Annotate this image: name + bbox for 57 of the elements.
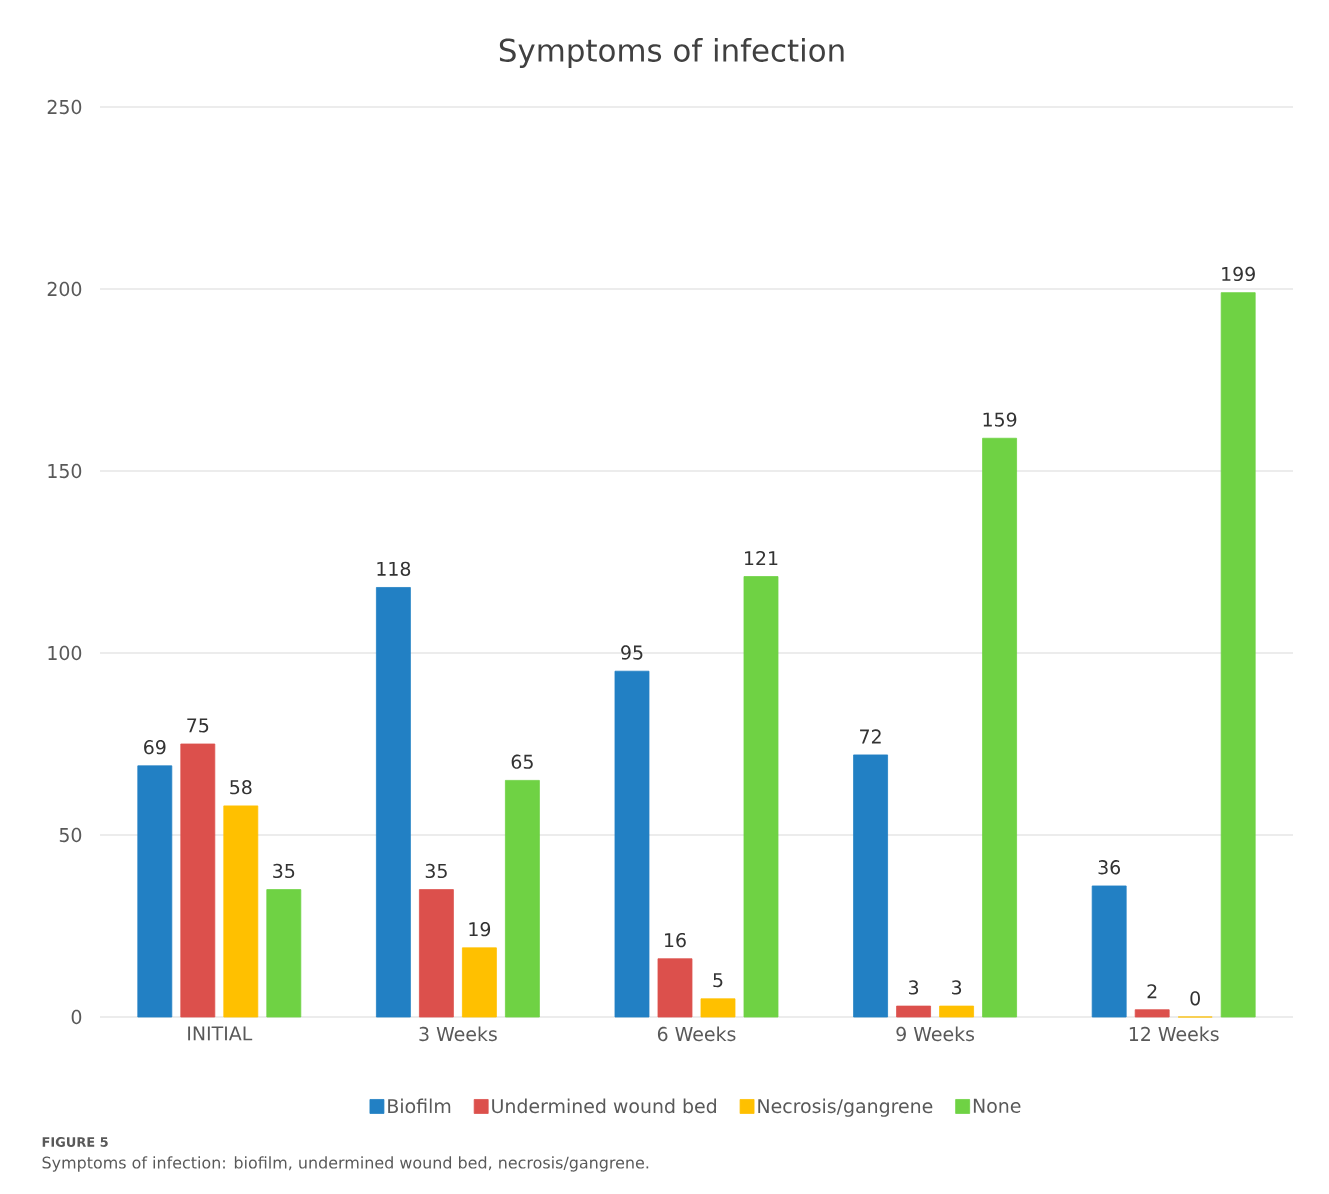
x-tick-label: 9 Weeks xyxy=(896,1026,975,1042)
bar xyxy=(614,670,650,1018)
legend-label: None xyxy=(973,1098,1021,1113)
bar xyxy=(1134,1009,1170,1018)
legend-label: Undermined wound bed xyxy=(492,1098,716,1114)
data-label: 16 xyxy=(665,932,686,948)
bar xyxy=(743,576,779,1018)
data-label: 19 xyxy=(469,922,491,937)
bar xyxy=(700,998,736,1018)
x-tick-label: 12 Weeks xyxy=(1129,1026,1219,1042)
data-label: 58 xyxy=(230,780,252,795)
data-label: 159 xyxy=(983,412,1017,427)
data-label: 72 xyxy=(860,729,881,744)
y-tick-label: 0 xyxy=(71,1009,82,1025)
bar xyxy=(1091,885,1127,1018)
data-label: 36 xyxy=(1098,860,1121,875)
bar xyxy=(939,1005,974,1018)
data-label: 121 xyxy=(745,550,778,566)
data-label: 35 xyxy=(425,863,447,879)
data-label: 0 xyxy=(1190,991,1200,1006)
bar xyxy=(896,1005,931,1018)
bar xyxy=(853,754,888,1018)
data-label: 75 xyxy=(187,718,209,733)
bar xyxy=(223,805,259,1018)
data-label: 95 xyxy=(621,645,643,660)
bar xyxy=(461,947,497,1018)
data-label: 118 xyxy=(377,561,411,576)
bar xyxy=(982,437,1017,1018)
bar xyxy=(1220,292,1256,1018)
data-label: 3 xyxy=(909,980,919,995)
y-tick-label: 250 xyxy=(47,99,82,115)
data-label: 2 xyxy=(1147,984,1157,999)
legend-label: Biofilm xyxy=(388,1098,451,1114)
data-label: 69 xyxy=(144,740,166,755)
x-tick-label: 3 Weeks xyxy=(419,1026,497,1042)
data-label: 3 xyxy=(952,980,962,995)
data-label: 65 xyxy=(511,754,533,769)
data-label: 35 xyxy=(273,863,295,879)
x-tick-label: 6 Weeks xyxy=(657,1026,736,1042)
x-tick-label: INITIAL xyxy=(188,1026,253,1041)
y-tick-label: 150 xyxy=(48,463,82,479)
caption: FIGURE 5 xyxy=(42,1137,108,1147)
bar xyxy=(375,587,411,1018)
bar xyxy=(504,780,540,1018)
y-tick-label: 100 xyxy=(48,645,82,661)
y-tick-label: 50 xyxy=(59,827,82,843)
y-tick-label: 200 xyxy=(47,281,82,297)
bar xyxy=(657,958,693,1018)
bar xyxy=(137,765,173,1018)
chart-title: Symptoms of infection xyxy=(499,38,844,68)
legend-label: Necrosis/gangrene xyxy=(758,1098,933,1117)
bar xyxy=(418,889,454,1018)
bar xyxy=(266,889,302,1018)
data-label: 5 xyxy=(713,973,723,988)
text: Symptoms of infection: biofilm, undermined wound bed, necrosis/gangrene. xyxy=(42,1156,649,1172)
data-label: 199 xyxy=(1222,266,1255,282)
bar xyxy=(180,743,216,1018)
